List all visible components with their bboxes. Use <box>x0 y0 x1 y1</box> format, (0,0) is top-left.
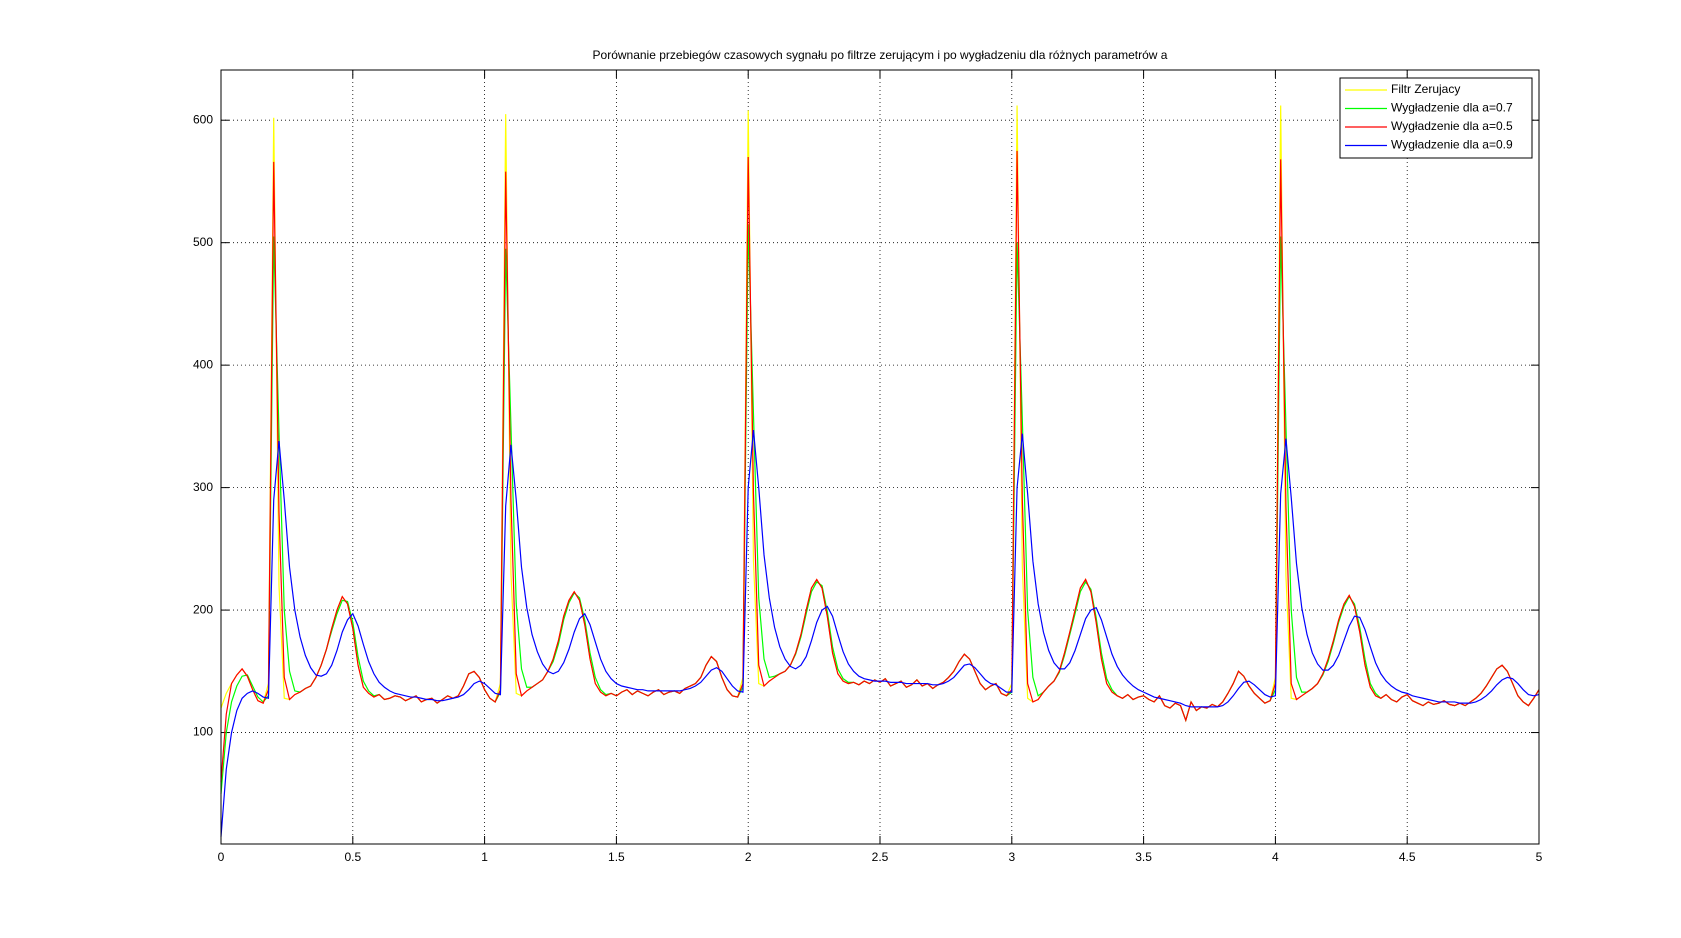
x-tick-label: 1.5 <box>608 850 625 864</box>
legend-label: Wygładzenie dla a=0.5 <box>1391 119 1513 133</box>
y-tick-label: 200 <box>193 602 213 616</box>
legend-label: Wygładzenie dla a=0.7 <box>1391 101 1513 115</box>
y-tick-label: 600 <box>193 112 213 126</box>
series-line <box>220 430 1540 837</box>
legend-label: Wygładzenie dla a=0.9 <box>1391 138 1513 152</box>
y-tick-label: 500 <box>193 235 213 249</box>
x-tick-label: 3.5 <box>1135 850 1152 864</box>
chart-title: Porównanie przebiegów czasowych sygnału … <box>593 48 1168 62</box>
x-tick-label: 2.5 <box>872 850 889 864</box>
x-tick-label: 0.5 <box>344 850 361 864</box>
x-tick-label: 1 <box>481 850 488 864</box>
x-tick-label: 0 <box>218 850 225 864</box>
y-tick-label: 300 <box>193 480 213 494</box>
x-tick-label: 5 <box>1536 850 1543 864</box>
x-tick-label: 4 <box>1272 850 1279 864</box>
x-tick-label: 4.5 <box>1399 850 1416 864</box>
legend-box <box>1339 77 1533 159</box>
axes-box <box>220 69 1540 845</box>
x-tick-label: 3 <box>1008 850 1015 864</box>
legend-label: Filtr Zerujacy <box>1391 82 1460 96</box>
y-tick-label: 100 <box>193 725 213 739</box>
x-tick-label: 2 <box>745 850 752 864</box>
y-tick-label: 400 <box>193 357 213 371</box>
